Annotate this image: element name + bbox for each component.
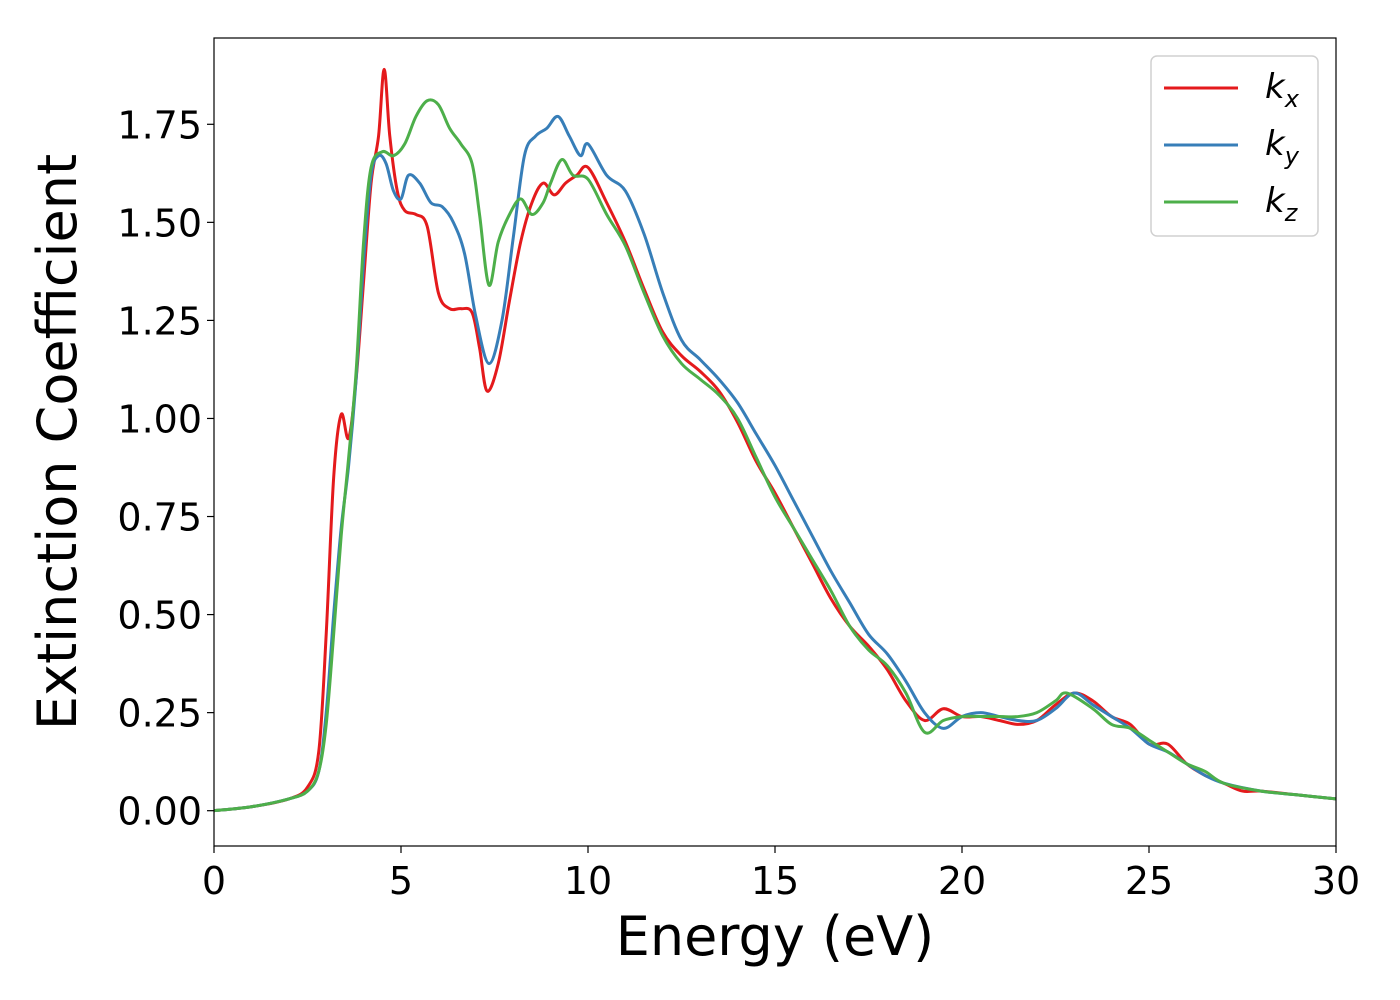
x-tick-label: 5 <box>389 859 413 903</box>
y-axis-title: Extinction Coefficient <box>26 154 89 730</box>
y-tick-label: 0.00 <box>117 790 202 834</box>
y-tick-label: 0.50 <box>117 594 202 638</box>
x-tick-label: 10 <box>564 859 612 903</box>
legend-entry-kx: kx <box>1164 67 1300 113</box>
x-axis-ticks: 0 5 10 15 20 25 30 <box>202 846 1360 903</box>
y-tick-label: 0.25 <box>117 692 202 736</box>
x-tick-label: 0 <box>202 859 226 903</box>
series-layer <box>214 67 1336 813</box>
x-tick-label: 15 <box>751 859 799 903</box>
y-tick-label: 1.00 <box>117 397 202 441</box>
y-tick-label: 0.75 <box>117 496 202 540</box>
x-tick-label: 20 <box>938 859 986 903</box>
x-axis-title: Energy (eV) <box>616 905 935 968</box>
y-tick-label: 1.50 <box>117 201 202 245</box>
x-tick-label: 30 <box>1312 859 1360 903</box>
y-axis-ticks: 0.00 0.25 0.50 0.75 1.00 1.25 1.50 1.75 <box>117 103 214 834</box>
y-tick-label: 1.75 <box>117 103 202 147</box>
series-line-kz <box>214 98 1336 813</box>
y-tick-label: 1.25 <box>117 299 202 343</box>
x-tick-label: 25 <box>1125 859 1173 903</box>
